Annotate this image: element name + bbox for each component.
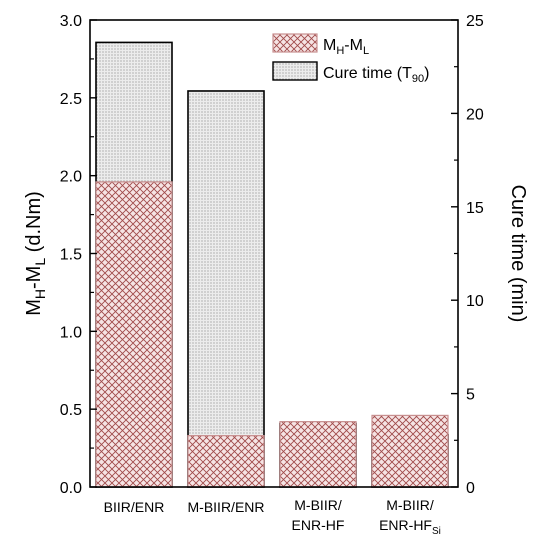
left-tick-label: 3.0 (60, 13, 82, 30)
right-tick-label: 5 (466, 387, 475, 404)
category-label: BIIR/ENR (104, 499, 165, 515)
right-axis-title: Cure time (min) (507, 185, 529, 323)
legend-swatch-cure-time (272, 61, 318, 81)
left-tick-label: 0.5 (60, 402, 82, 419)
right-tick-label: 15 (466, 200, 484, 217)
left-tick-label: 0.0 (60, 480, 82, 497)
mh-ml-bars (95, 181, 449, 488)
left-axis-title: MH-ML (d.Nm) (23, 191, 48, 316)
category-label: M-BIIR/ (386, 497, 434, 513)
right-tick-label: 20 (466, 106, 484, 123)
right-tick-label: 25 (466, 13, 484, 30)
mh-ml-bar (279, 421, 357, 488)
mh-ml-bar (95, 181, 173, 488)
legend-swatch-mh-ml (272, 33, 318, 53)
right-axis-ticks: 0 5 10 15 20 25 (451, 13, 484, 497)
left-axis-ticks: 0.0 0.5 1.0 1.5 2.0 2.5 3.0 (60, 13, 97, 497)
cure-time-bar (187, 90, 265, 488)
legend-label-cure-time: Cure time (T90) (323, 65, 429, 85)
left-tick-label: 2.5 (60, 91, 82, 108)
category-label: M-BIIR/ (294, 497, 342, 513)
left-tick-label: 2.0 (60, 169, 82, 186)
right-tick-label: 0 (466, 480, 475, 497)
right-tick-label: 10 (466, 293, 484, 310)
mh-ml-bar (371, 414, 449, 488)
mh-ml-bar (187, 435, 265, 488)
category-labels: BIIR/ENR M-BIIR/ENR M-BIIR/ENR-HF M-BIIR/EN… (104, 497, 441, 537)
left-tick-label: 1.0 (60, 324, 82, 341)
category-label: M-BIIR/ENR (188, 499, 265, 515)
legend-label-mh-ml: MH-ML (323, 37, 369, 57)
category-label-line2: ENR-HF (292, 517, 345, 533)
legend: MH-ML Cure time (T90) (272, 33, 429, 85)
left-tick-label: 1.5 (60, 247, 82, 264)
category-label-line2: ENR-HFSi (379, 517, 441, 537)
